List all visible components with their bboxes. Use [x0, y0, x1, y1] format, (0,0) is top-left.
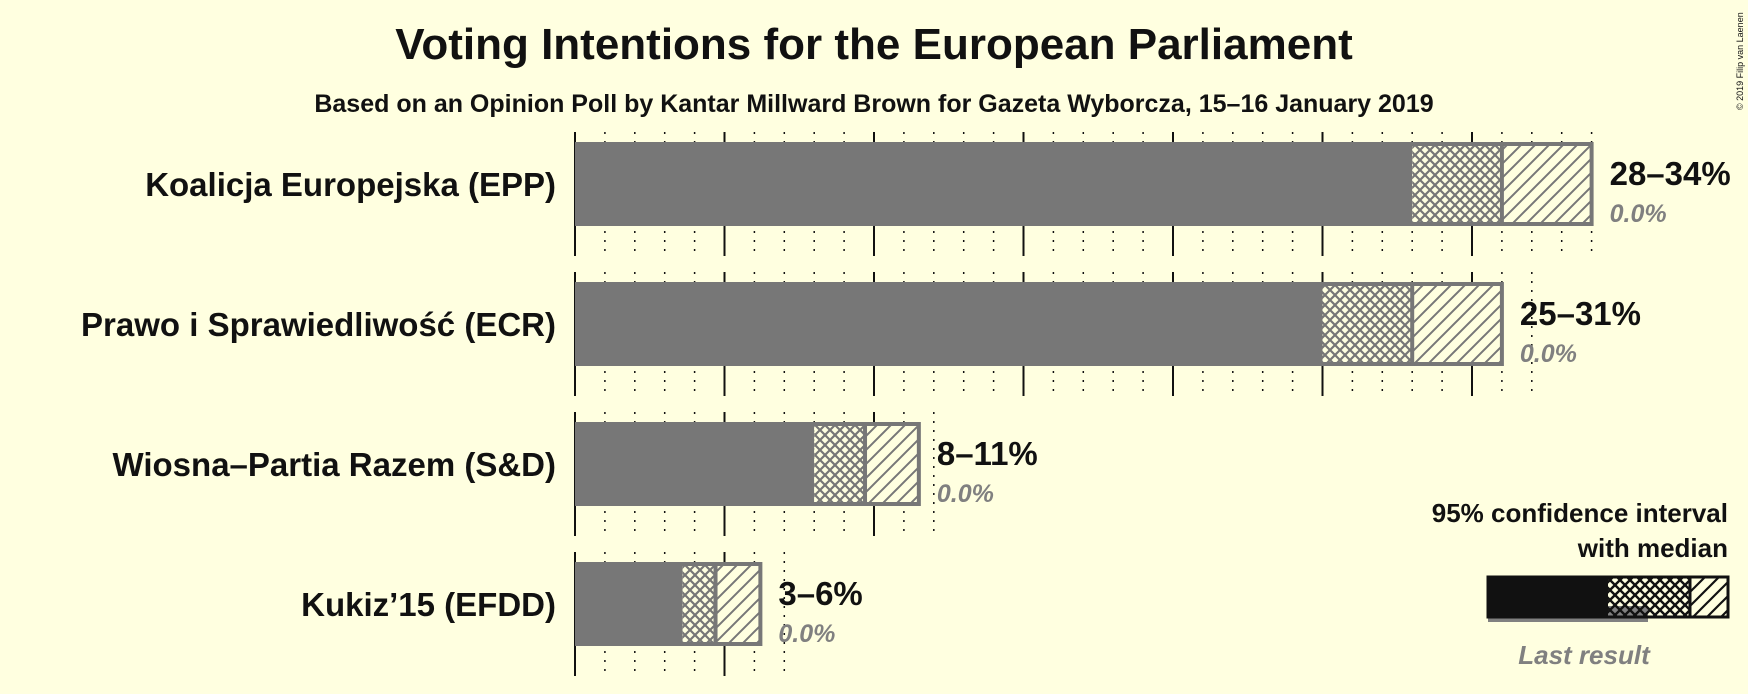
bar-ci-lower: [682, 562, 716, 646]
range-label: 25–31%: [1520, 295, 1641, 332]
bars: Koalicja Europejska (EPP) 28–34%0.0%Prawo…: [81, 142, 1731, 648]
bar-outline: [575, 142, 1594, 226]
bar-row: Koalicja Europejska (EPP) 28–34% 0.0%: [145, 142, 1731, 228]
range-label: 28–34%: [1610, 155, 1731, 192]
bar-row: Kukiz’15 (EFDD) 3–6% 0.0%: [301, 562, 863, 648]
range-label: 3–6%: [778, 575, 862, 612]
bar-solid: [575, 422, 815, 506]
party-label: Koalicja Europejska (EPP): [145, 166, 556, 203]
chart-subtitle: Based on an Opinion Poll by Kantar Millw…: [314, 90, 1433, 118]
last-result-label: 0.0%: [1520, 340, 1577, 368]
bar-solid: [575, 142, 1413, 226]
bar-ci-lower: [1322, 282, 1413, 366]
party-label: Wiosna–Partia Razem (S&D): [113, 446, 557, 483]
legend-bar-diagonal: [1690, 578, 1728, 616]
range-label: 8–11%: [937, 435, 1038, 472]
last-result-label: 0.0%: [778, 620, 835, 648]
bar-outline: [575, 562, 763, 646]
bar-outline: [575, 282, 1504, 366]
bar-ci-upper: [865, 422, 919, 506]
bar-ci-upper: [1501, 142, 1592, 226]
copyright-note: © 2019 Filip van Laenen: [1735, 12, 1745, 110]
chart-title: Voting Intentions for the European Parli…: [395, 20, 1353, 69]
legend-bar-solid: [1488, 576, 1608, 618]
legend-title-line2: with median: [1577, 533, 1728, 563]
bar-row: Prawo i Sprawiedliwość (ECR) 25–31% 0.0%: [81, 282, 1641, 368]
legend-last-result-label: Last result: [1518, 640, 1651, 670]
legend-title-line1: 95% confidence interval: [1432, 498, 1728, 528]
bar-ci-upper: [1412, 282, 1502, 366]
bar-row: Wiosna–Partia Razem (S&D) 8–11% 0.0%: [113, 422, 1038, 508]
party-label: Kukiz’15 (EFDD): [301, 586, 556, 623]
party-label: Prawo i Sprawiedliwość (ECR): [81, 306, 556, 343]
last-result-label: 0.0%: [1610, 200, 1667, 228]
bar-ci-lower: [1412, 142, 1502, 226]
legend-bar-crosshatch: [1608, 578, 1690, 616]
last-result-label: 0.0%: [937, 480, 994, 508]
legend-bar-outline: [1486, 575, 1730, 619]
bar-ci-upper: [715, 562, 761, 646]
bar-solid: [575, 562, 683, 646]
bar-outline: [575, 422, 921, 506]
bar-ci-lower: [814, 422, 866, 506]
legend: 95% confidence interval with median Last…: [1432, 498, 1730, 670]
bar-solid: [575, 282, 1323, 366]
